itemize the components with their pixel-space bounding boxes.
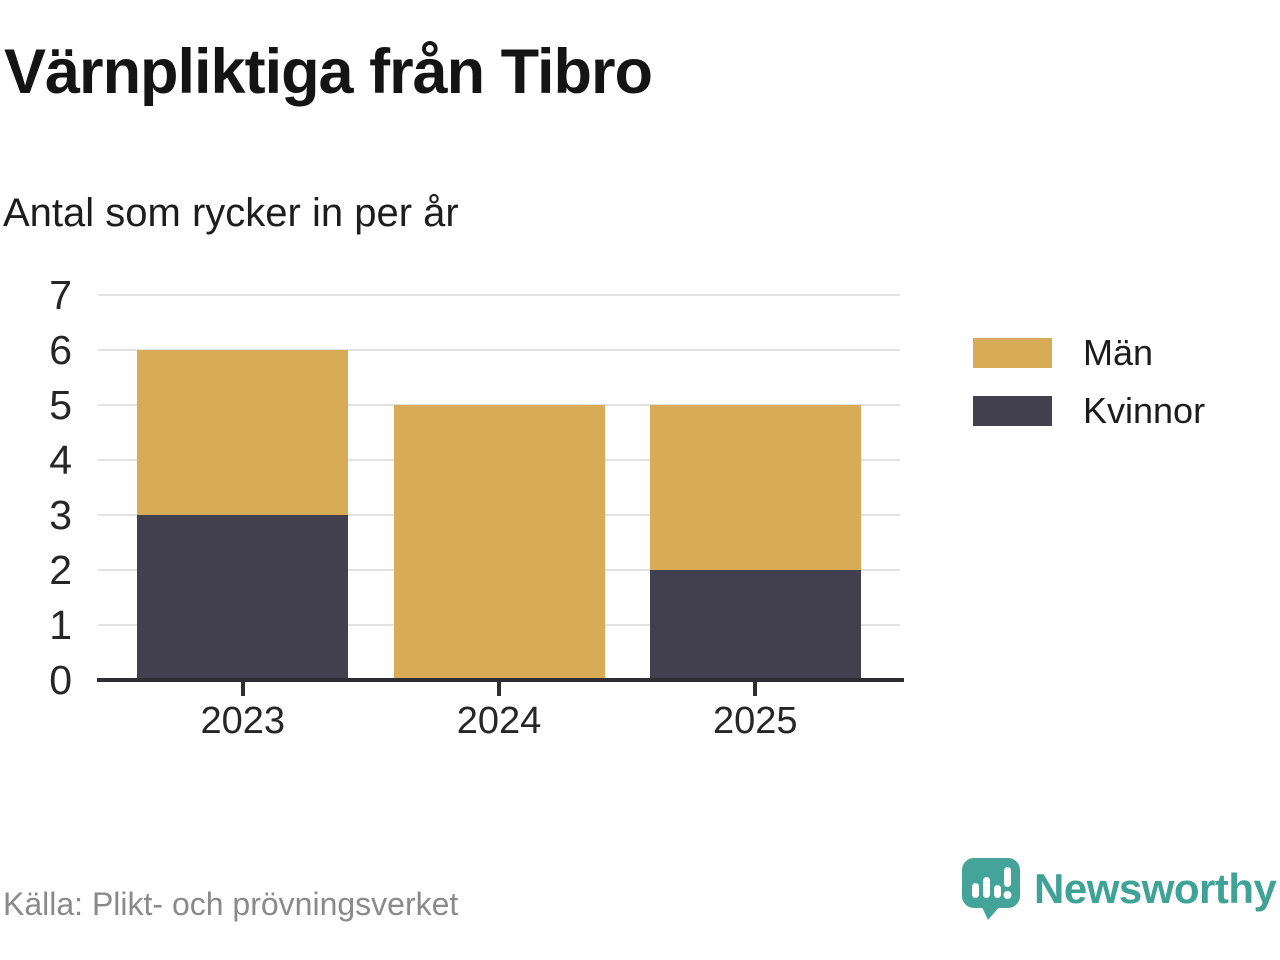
gridline-y6 xyxy=(98,349,900,351)
legend: Män Kvinnor xyxy=(973,332,1205,454)
legend-item-man: Män xyxy=(973,332,1205,373)
x-axis-line xyxy=(97,678,904,682)
chart-subtitle: Antal som rycker in per år xyxy=(3,191,459,235)
x-tick-mark xyxy=(240,682,245,696)
plot-area xyxy=(97,294,904,696)
y-tick-label: 1 xyxy=(49,602,72,648)
legend-swatch-man xyxy=(973,338,1052,368)
y-tick-label: 3 xyxy=(49,492,72,538)
legend-label: Kvinnor xyxy=(1083,390,1206,431)
y-tick-label: 7 xyxy=(49,272,72,318)
x-tick-label: 2024 xyxy=(456,700,542,742)
y-tick-label: 5 xyxy=(49,382,72,428)
bar-segment-man-2024 xyxy=(393,405,605,680)
bar-segment-man-2023 xyxy=(137,350,349,515)
newsworthy-wordmark: Newsworthy xyxy=(1034,865,1277,912)
y-tick-label: 0 xyxy=(49,657,72,703)
bar-segment-man-2025 xyxy=(649,405,861,570)
source-note: Källa: Plikt- och prövningsverket xyxy=(3,886,459,922)
x-tick-label: 2025 xyxy=(712,700,798,742)
x-tick-mark xyxy=(753,682,758,696)
legend-item-kvinnor: Kvinnor xyxy=(973,390,1205,431)
newsworthy-logo: Newsworthy xyxy=(962,858,1277,920)
newsworthy-speech-bubble-chart-icon xyxy=(962,858,1020,920)
x-tick-mark xyxy=(497,682,501,696)
y-tick-label: 4 xyxy=(49,437,72,483)
chart-title: Värnpliktiga från Tibro xyxy=(4,37,653,107)
bar-segment-kvinnor-2023 xyxy=(137,515,349,680)
y-tick-label: 2 xyxy=(49,547,72,593)
x-tick-label: 2023 xyxy=(200,700,286,742)
bar-segment-kvinnor-2025 xyxy=(649,570,861,680)
legend-label: Män xyxy=(1083,332,1154,373)
legend-swatch-kvinnor xyxy=(973,396,1052,426)
gridline-y7 xyxy=(98,294,900,296)
y-tick-label: 6 xyxy=(49,327,72,373)
